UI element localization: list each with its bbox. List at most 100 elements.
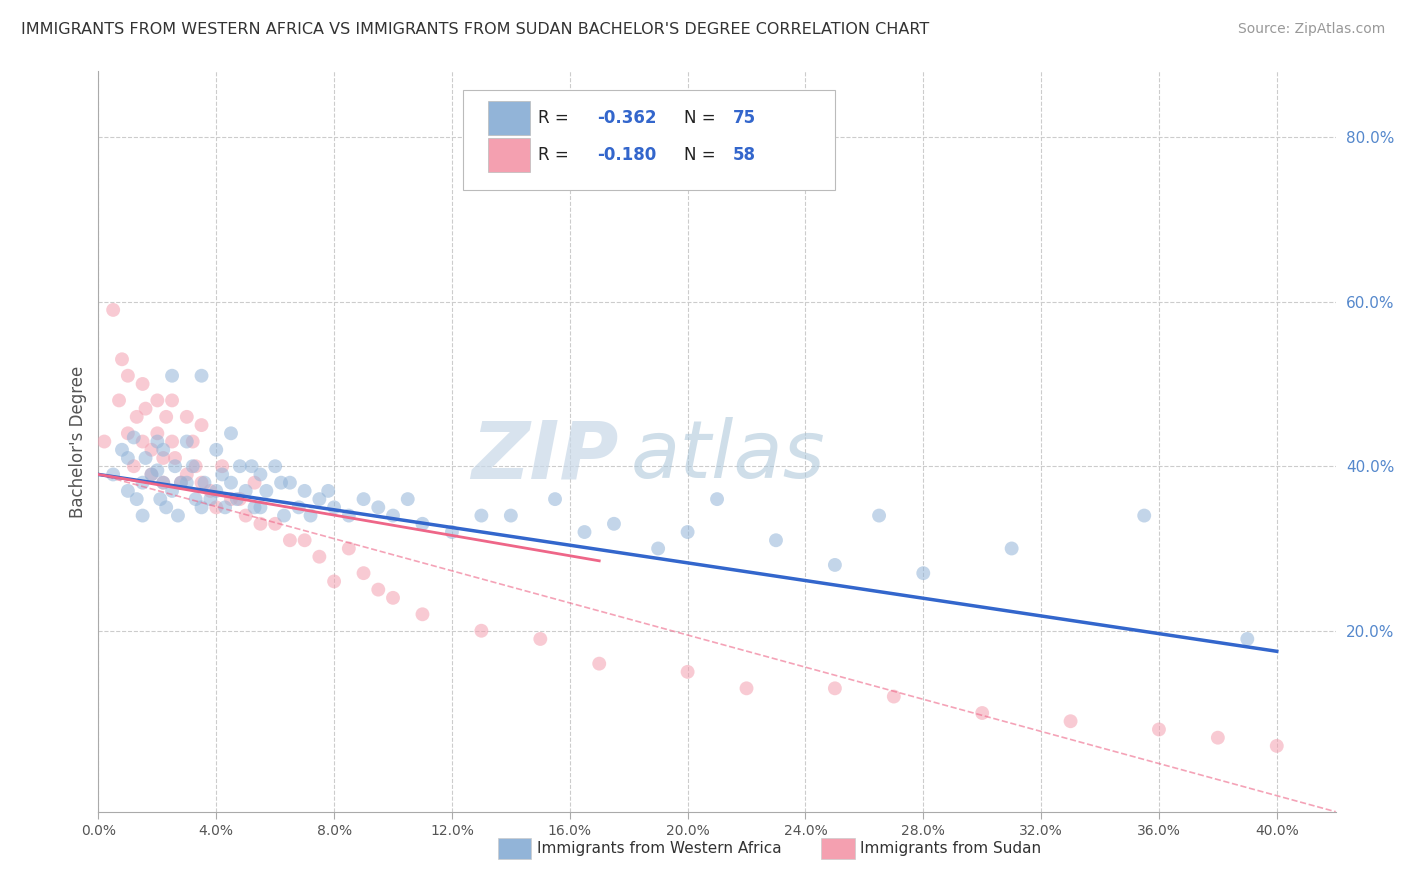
Point <box>163 450 186 465</box>
Point <box>146 393 169 408</box>
Point <box>574 524 596 539</box>
Point <box>160 393 183 408</box>
Point <box>131 475 153 490</box>
Point <box>294 483 316 498</box>
Point <box>264 459 287 474</box>
Point <box>141 467 163 482</box>
Point <box>155 409 177 424</box>
Point <box>353 492 375 507</box>
Point <box>544 492 567 507</box>
Point <box>308 549 330 564</box>
Text: IMMIGRANTS FROM WESTERN AFRICA VS IMMIGRANTS FROM SUDAN BACHELOR'S DEGREE CORREL: IMMIGRANTS FROM WESTERN AFRICA VS IMMIGR… <box>21 22 929 37</box>
Point <box>1147 723 1170 737</box>
Text: N =: N = <box>683 109 720 127</box>
Text: Immigrants from Sudan: Immigrants from Sudan <box>860 841 1042 855</box>
Point <box>190 368 212 383</box>
Point <box>1236 632 1258 646</box>
Point <box>149 492 172 507</box>
Text: 75: 75 <box>733 109 756 127</box>
Point <box>308 492 330 507</box>
Point <box>190 475 212 490</box>
Point <box>170 475 193 490</box>
Point <box>211 467 233 482</box>
Point <box>205 442 228 457</box>
Point <box>176 434 198 449</box>
FancyBboxPatch shape <box>464 90 835 190</box>
Point <box>316 483 339 498</box>
Point <box>219 492 242 507</box>
Point <box>117 483 139 498</box>
Text: R =: R = <box>537 146 574 164</box>
Point <box>529 632 551 646</box>
Point <box>243 475 266 490</box>
Point <box>152 475 174 490</box>
Point <box>111 352 134 367</box>
Point <box>155 500 177 515</box>
Point <box>122 459 145 474</box>
Point <box>190 500 212 515</box>
Point <box>152 450 174 465</box>
Point <box>294 533 316 548</box>
Point <box>125 492 148 507</box>
Point <box>176 409 198 424</box>
Text: R =: R = <box>537 109 574 127</box>
Point <box>647 541 669 556</box>
Point <box>249 516 271 531</box>
Point <box>411 516 433 531</box>
Point <box>205 500 228 515</box>
Point <box>146 426 169 441</box>
Point <box>382 508 405 523</box>
Point <box>249 467 271 482</box>
Point <box>396 492 419 507</box>
Point <box>117 368 139 383</box>
Point <box>235 508 257 523</box>
Point <box>117 426 139 441</box>
Point <box>176 467 198 482</box>
Point <box>229 459 252 474</box>
Point <box>367 500 389 515</box>
Point <box>131 508 153 523</box>
Point <box>131 434 153 449</box>
Point <box>883 690 905 704</box>
Point <box>278 533 301 548</box>
Text: Immigrants from Western Africa: Immigrants from Western Africa <box>537 841 782 855</box>
Point <box>160 368 183 383</box>
Point <box>824 681 846 696</box>
Point <box>152 442 174 457</box>
Point <box>235 483 257 498</box>
Point <box>588 657 610 671</box>
Point <box>706 492 728 507</box>
Point <box>160 434 183 449</box>
Point <box>323 500 346 515</box>
Text: ZIP: ZIP <box>471 417 619 495</box>
Text: 58: 58 <box>733 146 756 164</box>
Point <box>499 508 522 523</box>
Point <box>1265 739 1288 753</box>
Point <box>323 574 346 589</box>
Point <box>200 483 222 498</box>
Point <box>676 524 699 539</box>
Point <box>184 492 207 507</box>
Point <box>181 459 204 474</box>
Point <box>367 582 389 597</box>
Text: Source: ZipAtlas.com: Source: ZipAtlas.com <box>1237 22 1385 37</box>
Point <box>603 516 626 531</box>
Point <box>765 533 787 548</box>
Point <box>470 624 492 638</box>
Point <box>152 475 174 490</box>
Point <box>1206 731 1229 745</box>
Point <box>264 516 287 531</box>
Point <box>337 508 360 523</box>
Point <box>676 665 699 679</box>
Point <box>270 475 292 490</box>
Y-axis label: Bachelor's Degree: Bachelor's Degree <box>69 366 87 517</box>
Point <box>353 566 375 581</box>
Point <box>146 463 169 477</box>
Point <box>135 450 157 465</box>
Point <box>131 376 153 391</box>
Point <box>125 409 148 424</box>
Text: -0.362: -0.362 <box>598 109 657 127</box>
Point <box>243 500 266 515</box>
Point <box>214 500 236 515</box>
Point <box>249 500 271 515</box>
